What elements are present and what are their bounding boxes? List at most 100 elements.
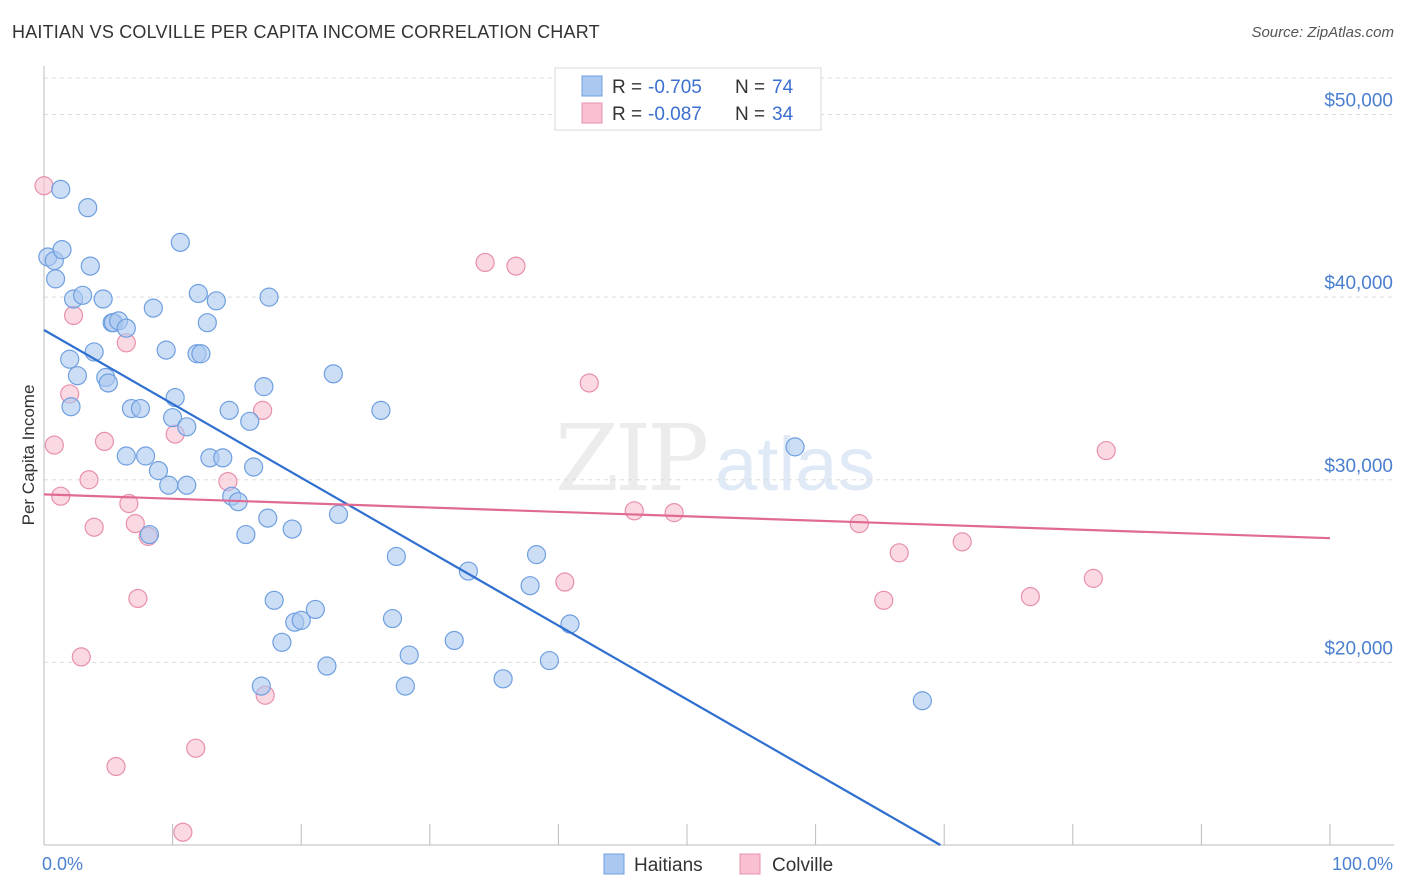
colville-point — [128, 588, 148, 609]
axes — [43, 66, 1394, 846]
haitian-points — [38, 179, 932, 711]
haitian-point — [165, 387, 185, 408]
haitian-point — [291, 610, 311, 630]
haitian-point — [219, 400, 239, 420]
colville-point — [1083, 568, 1103, 588]
colville-point — [555, 572, 575, 592]
colville-point — [253, 400, 273, 420]
haitian-point — [130, 398, 151, 419]
haitian-point — [251, 676, 271, 696]
haitian-point — [493, 669, 513, 689]
haitian-point — [785, 437, 805, 457]
haitian-point — [520, 576, 540, 596]
haitian-point — [395, 676, 415, 696]
y-tick-label: $20,000 — [1324, 638, 1393, 659]
haitian-point — [382, 608, 403, 629]
y-tick-labels: $20,000 $30,000 $40,000 $50,000 — [1324, 91, 1393, 660]
colville-trendline — [43, 493, 1331, 540]
haitian-point — [148, 461, 169, 481]
series-legend: Haitians Colville — [603, 853, 833, 876]
svg-text:ZIP: ZIP — [555, 405, 706, 512]
colville-point — [1096, 440, 1116, 461]
legend-haitians-label: Haitians — [634, 855, 703, 876]
y-tick-label: $40,000 — [1324, 273, 1393, 294]
haitian-point — [60, 349, 80, 369]
haitian-point — [254, 377, 274, 397]
haitian-point — [98, 373, 118, 393]
haitian-point — [139, 524, 160, 545]
stats-legend: R = -0.705 N = 74 R = -0.087 N = 34 — [554, 67, 822, 131]
colville-point — [624, 501, 644, 521]
haitian-point — [282, 519, 302, 539]
haitian-point — [236, 524, 256, 545]
haitian-point — [323, 364, 343, 384]
x-tick-min: 0.0% — [42, 854, 83, 874]
colville-swatch — [581, 102, 603, 124]
trendlines — [43, 329, 1331, 846]
colville-point — [475, 252, 495, 273]
colville-point — [119, 493, 139, 514]
colville-point — [71, 647, 91, 667]
haitian-point — [912, 691, 932, 711]
colville-point — [106, 756, 126, 777]
svg-text:atlas: atlas — [715, 422, 876, 507]
haitian-point — [259, 287, 279, 307]
haitian-point — [258, 508, 278, 528]
colville-point — [1020, 587, 1040, 607]
haitian-point — [143, 298, 163, 318]
y-axis-label: Per Capita Income — [19, 385, 38, 526]
haitian-point — [156, 340, 176, 360]
haitian-point — [45, 269, 66, 289]
haitian-point — [163, 408, 183, 428]
haitian-point — [399, 645, 419, 665]
gridlines — [44, 77, 1394, 663]
haitian-point — [72, 285, 93, 305]
haitian-point — [272, 632, 292, 652]
colville-point — [63, 305, 84, 326]
y-tick-label: $30,000 — [1324, 456, 1393, 477]
y-tick-label: $50,000 — [1324, 91, 1393, 112]
x-tick-max: 100.0% — [1332, 854, 1393, 874]
haitian-point — [80, 256, 100, 276]
haitian-point — [93, 289, 113, 309]
watermark: ZIP atlas — [555, 405, 876, 512]
chart-title: HAITIAN VS COLVILLE PER CAPITA INCOME CO… — [12, 22, 600, 42]
haitian-point — [305, 599, 325, 620]
colville-point — [94, 431, 115, 452]
haitian-point — [206, 291, 226, 311]
colville-point — [889, 543, 909, 563]
colville-point — [664, 503, 684, 523]
haitian-point — [135, 446, 156, 466]
haitian-point — [386, 546, 406, 567]
haitian-swatch — [581, 75, 603, 97]
haitian-point — [159, 475, 179, 495]
source-label: Source: ZipAtlas.com — [1251, 24, 1394, 41]
haitian-point — [560, 614, 580, 634]
colville-point — [579, 373, 599, 393]
colville-point — [125, 513, 145, 534]
legend-row-haitian: R = -0.705 N = 74 — [612, 77, 794, 98]
haitian-point — [52, 240, 72, 260]
haitian-point — [61, 397, 81, 417]
haitian-point — [317, 656, 337, 676]
haitian-point — [78, 198, 98, 218]
haitian-point — [371, 400, 391, 420]
haitian-point — [51, 179, 71, 199]
haitian-point — [116, 446, 136, 466]
legend-row-colville: R = -0.087 N = 34 — [612, 104, 794, 125]
colville-point — [506, 256, 526, 276]
haitian-trendline — [43, 329, 941, 846]
colville-point — [874, 590, 894, 610]
haitian-point — [264, 590, 284, 610]
haitian-point — [244, 457, 264, 477]
colville-point — [84, 517, 104, 537]
haitian-point — [67, 366, 88, 386]
haitian-point — [170, 232, 190, 252]
haitian-point — [188, 283, 208, 304]
haitian-point — [213, 448, 233, 468]
haitian-point — [191, 344, 211, 364]
haitian-point — [177, 475, 197, 495]
legend-haitians-swatch — [603, 853, 625, 875]
colville-point — [173, 822, 193, 842]
